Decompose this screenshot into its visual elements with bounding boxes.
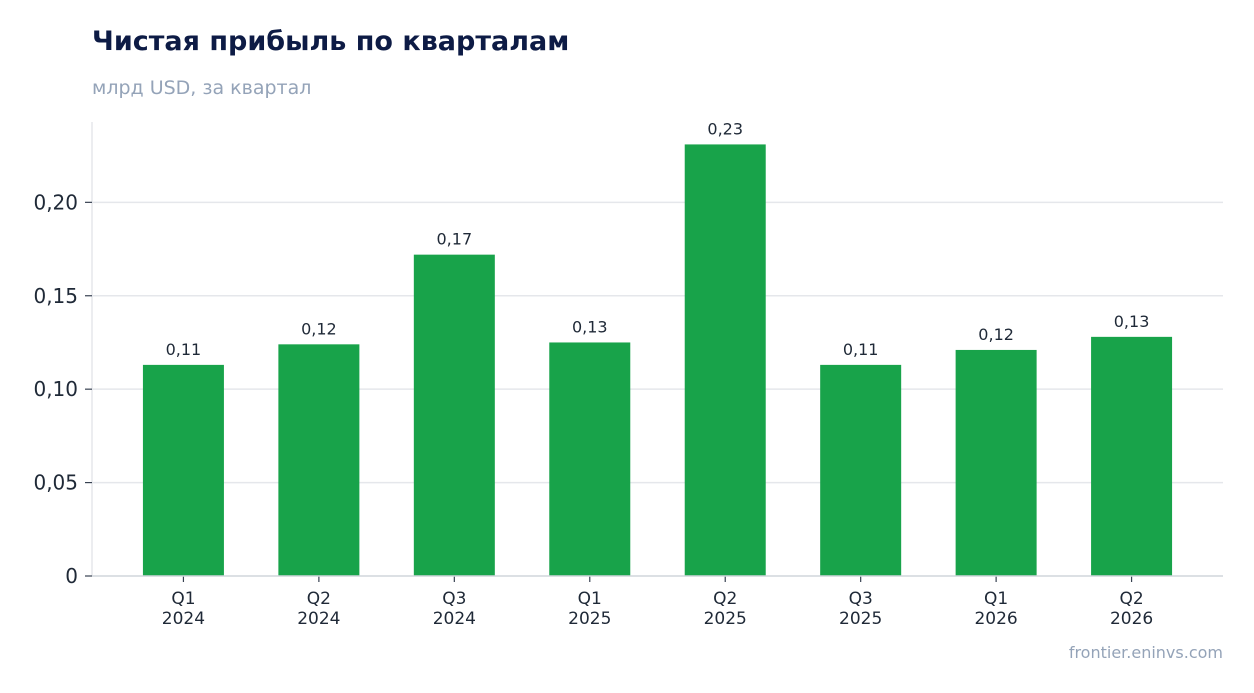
bar (413, 254, 495, 576)
x-tick-label: Q2 2024 (297, 589, 340, 629)
bar (684, 144, 766, 577)
data-label: 0,17 (437, 230, 473, 249)
y-tick-label: 0,10 (33, 377, 78, 401)
bar (278, 344, 360, 576)
bar (142, 364, 224, 576)
x-tick-label: Q2 2026 (1110, 589, 1153, 629)
data-label: 0,13 (572, 317, 608, 336)
data-label: 0,11 (166, 340, 202, 359)
bar (1091, 336, 1173, 576)
source-link[interactable]: frontier.eninvs.com (1068, 643, 1223, 662)
y-tick-label: 0,15 (33, 284, 78, 308)
chart-title: Чистая прибыль по кварталам (92, 26, 570, 57)
chart-subtitle: млрд USD, за квартал (92, 77, 312, 99)
x-tick-label: Q3 2024 (433, 589, 476, 629)
x-tick-label: Q1 2024 (162, 589, 205, 629)
data-label: 0,12 (301, 319, 337, 338)
y-tick-label: 0,20 (33, 190, 78, 214)
y-tick-label: 0,05 (33, 471, 78, 495)
x-tick-label: Q1 2025 (568, 589, 611, 629)
y-tick-label: 0 (65, 564, 78, 588)
data-label: 0,12 (978, 325, 1014, 344)
bar (955, 349, 1037, 576)
bar (820, 364, 902, 576)
data-label: 0,13 (1114, 312, 1150, 331)
x-tick-label: Q1 2026 (974, 589, 1017, 629)
bar (549, 342, 631, 576)
data-label: 0,23 (707, 119, 743, 138)
x-tick-label: Q2 2025 (704, 589, 747, 629)
x-tick-label: Q3 2025 (839, 589, 882, 629)
data-label: 0,11 (843, 340, 879, 359)
